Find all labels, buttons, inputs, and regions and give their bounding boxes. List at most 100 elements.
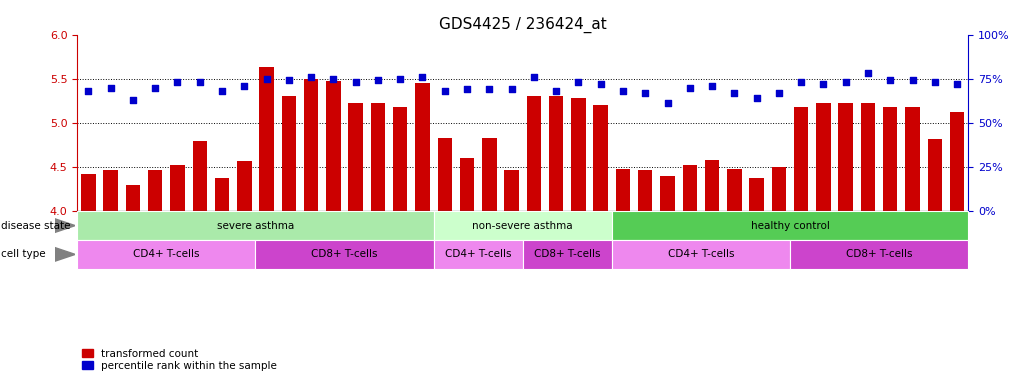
- Bar: [572, 98, 586, 211]
- Point: [458, 86, 475, 93]
- Bar: [260, 67, 274, 211]
- Bar: [549, 96, 563, 211]
- Bar: [638, 170, 652, 211]
- Bar: [393, 107, 408, 211]
- Point: [882, 78, 898, 84]
- Bar: [215, 178, 230, 211]
- Point: [904, 78, 921, 84]
- Bar: [950, 112, 964, 211]
- Bar: [750, 178, 764, 211]
- Point: [392, 76, 409, 82]
- Bar: [612, 211, 968, 240]
- Bar: [438, 138, 452, 211]
- Point: [192, 79, 208, 85]
- Point: [481, 86, 497, 93]
- Point: [347, 79, 364, 85]
- Bar: [193, 141, 207, 211]
- Point: [280, 78, 297, 84]
- Point: [504, 86, 520, 93]
- Bar: [77, 240, 255, 269]
- Bar: [905, 107, 920, 211]
- Point: [703, 83, 720, 89]
- Legend: transformed count, percentile rank within the sample: transformed count, percentile rank withi…: [82, 349, 277, 371]
- Polygon shape: [55, 248, 75, 261]
- Point: [147, 84, 164, 91]
- Point: [370, 78, 386, 84]
- Text: disease state: disease state: [1, 220, 70, 231]
- Point: [80, 88, 97, 94]
- Bar: [415, 83, 430, 211]
- Point: [259, 76, 275, 82]
- Bar: [434, 211, 612, 240]
- Bar: [482, 138, 496, 211]
- Text: severe asthma: severe asthma: [216, 220, 295, 231]
- Bar: [103, 170, 117, 211]
- Bar: [371, 103, 385, 211]
- Point: [214, 88, 231, 94]
- Bar: [126, 185, 140, 211]
- Point: [125, 97, 141, 103]
- Text: healthy control: healthy control: [751, 220, 829, 231]
- Text: CD8+ T-cells: CD8+ T-cells: [846, 249, 913, 260]
- Bar: [255, 240, 434, 269]
- Text: non-severe asthma: non-severe asthma: [473, 220, 573, 231]
- Bar: [790, 240, 968, 269]
- Bar: [612, 240, 790, 269]
- Bar: [794, 107, 809, 211]
- Polygon shape: [55, 219, 75, 233]
- Text: cell type: cell type: [1, 249, 45, 260]
- Bar: [883, 107, 897, 211]
- Bar: [434, 240, 522, 269]
- Bar: [816, 103, 830, 211]
- Point: [414, 74, 431, 80]
- Bar: [170, 165, 184, 211]
- Point: [860, 70, 877, 76]
- Bar: [593, 105, 608, 211]
- Point: [637, 90, 653, 96]
- Bar: [505, 170, 519, 211]
- Bar: [348, 103, 363, 211]
- Text: CD4+ T-cells: CD4+ T-cells: [445, 249, 512, 260]
- Bar: [148, 170, 163, 211]
- Bar: [928, 139, 942, 211]
- Point: [325, 76, 342, 82]
- Point: [682, 84, 698, 91]
- Point: [102, 84, 118, 91]
- Point: [437, 88, 453, 94]
- Text: CD8+ T-cells: CD8+ T-cells: [311, 249, 378, 260]
- Text: CD4+ T-cells: CD4+ T-cells: [667, 249, 734, 260]
- Point: [169, 79, 185, 85]
- Bar: [281, 96, 296, 211]
- Bar: [616, 169, 630, 211]
- Point: [571, 79, 587, 85]
- Bar: [327, 81, 341, 211]
- Point: [749, 95, 765, 101]
- Bar: [727, 169, 742, 211]
- Point: [236, 83, 252, 89]
- Bar: [522, 240, 612, 269]
- Bar: [660, 176, 675, 211]
- Bar: [861, 103, 875, 211]
- Point: [548, 88, 564, 94]
- Point: [837, 79, 854, 85]
- Bar: [237, 161, 251, 211]
- Bar: [77, 211, 434, 240]
- Point: [615, 88, 631, 94]
- Point: [927, 79, 943, 85]
- Point: [726, 90, 743, 96]
- Point: [592, 81, 609, 87]
- Text: CD8+ T-cells: CD8+ T-cells: [534, 249, 600, 260]
- Bar: [459, 158, 474, 211]
- Bar: [81, 174, 96, 211]
- Bar: [304, 79, 318, 211]
- Point: [659, 100, 676, 106]
- Title: GDS4425 / 236424_at: GDS4425 / 236424_at: [439, 17, 607, 33]
- Bar: [683, 165, 697, 211]
- Bar: [838, 103, 853, 211]
- Text: CD4+ T-cells: CD4+ T-cells: [133, 249, 200, 260]
- Bar: [771, 167, 786, 211]
- Point: [793, 79, 810, 85]
- Bar: [526, 96, 541, 211]
- Point: [303, 74, 319, 80]
- Point: [815, 81, 831, 87]
